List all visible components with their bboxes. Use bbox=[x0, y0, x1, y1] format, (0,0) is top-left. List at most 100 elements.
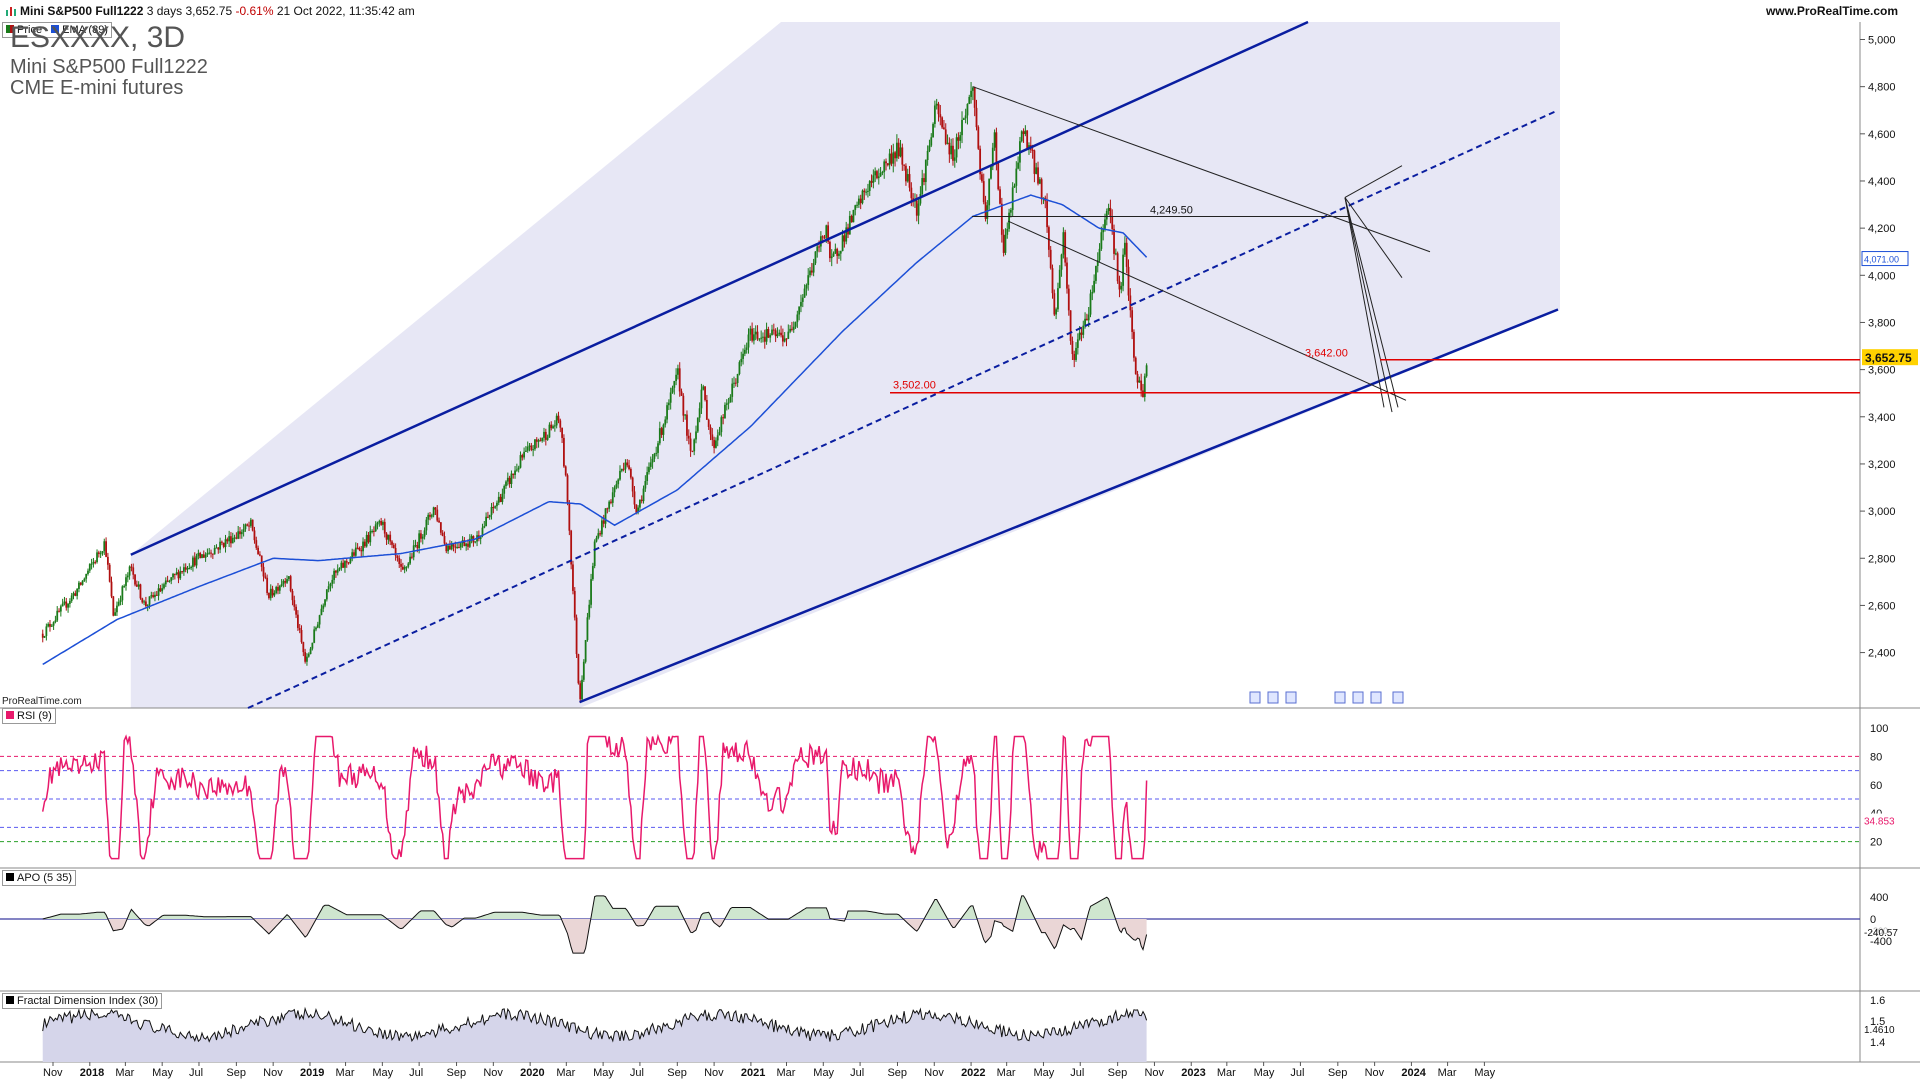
candle-body bbox=[1096, 260, 1099, 267]
candle-body bbox=[1046, 201, 1048, 228]
candle-body bbox=[986, 205, 989, 219]
candle-body bbox=[546, 437, 549, 440]
candle-body bbox=[867, 190, 869, 192]
candle-body bbox=[716, 435, 719, 441]
candle-body bbox=[161, 588, 164, 592]
candle-body bbox=[307, 654, 310, 657]
rsi-legend: RSI (9) bbox=[2, 708, 56, 724]
candle-body bbox=[888, 153, 891, 166]
instrument-subtitle: Mini S&P500 Full1222 bbox=[10, 56, 208, 78]
candle-body bbox=[291, 590, 294, 601]
candle-body bbox=[617, 479, 620, 485]
rsi-legend-label: RSI (9) bbox=[17, 710, 52, 722]
candle-body bbox=[269, 588, 272, 599]
candle-body bbox=[981, 174, 983, 182]
candle-body bbox=[1026, 130, 1029, 149]
candle-body bbox=[154, 594, 156, 598]
event-marker-icon bbox=[1370, 691, 1382, 704]
candle-body bbox=[622, 468, 625, 470]
fdi-swatch bbox=[6, 996, 14, 1004]
candle-body bbox=[456, 546, 459, 548]
fdi-axis-label: 1.5 bbox=[1870, 1016, 1885, 1028]
candle-body bbox=[501, 493, 504, 502]
fan-line-3 bbox=[1344, 197, 1393, 413]
candle-body bbox=[105, 541, 107, 557]
candle-body bbox=[1114, 253, 1117, 255]
candle-body bbox=[613, 487, 616, 493]
candle-body bbox=[125, 577, 127, 586]
candle-body bbox=[653, 453, 656, 459]
candle-body bbox=[179, 571, 182, 579]
candle-body bbox=[1133, 331, 1135, 358]
candle-body bbox=[673, 381, 676, 388]
candle-body bbox=[890, 153, 893, 164]
candle-body bbox=[897, 142, 900, 157]
candle-body bbox=[834, 248, 837, 254]
candle-body bbox=[382, 521, 384, 525]
candle-body bbox=[213, 548, 216, 555]
candle-body bbox=[1078, 332, 1081, 340]
candle-body bbox=[441, 532, 444, 537]
candle-body bbox=[97, 552, 100, 554]
candle-body bbox=[810, 270, 813, 273]
period: 3 days bbox=[146, 4, 183, 18]
candle-body bbox=[530, 445, 533, 450]
candle-body bbox=[396, 555, 399, 559]
time-tick-label: 2024 bbox=[1401, 1067, 1426, 1079]
ema-swatch bbox=[51, 25, 60, 33]
candle-body bbox=[257, 547, 259, 555]
candle-body bbox=[121, 586, 124, 601]
candle-body bbox=[409, 556, 411, 564]
site-url[interactable]: www.ProRealTime.com bbox=[1765, 4, 1898, 18]
candle-body bbox=[964, 115, 967, 119]
candle-body bbox=[112, 596, 115, 616]
candle-body bbox=[854, 205, 857, 210]
candle-body bbox=[333, 570, 335, 580]
candle-body bbox=[872, 175, 875, 183]
rsi-axis-label: 20 bbox=[1870, 837, 1882, 849]
candle-body bbox=[220, 541, 223, 543]
candle-body bbox=[805, 284, 808, 289]
apo-value-label: -240.57 bbox=[1864, 928, 1898, 939]
candle-body bbox=[785, 338, 788, 340]
candle-body bbox=[416, 545, 419, 549]
candle-body bbox=[452, 544, 455, 547]
apo-legend: APO (5 35) bbox=[2, 870, 77, 886]
candle-body bbox=[88, 564, 91, 571]
candle-body bbox=[667, 402, 670, 406]
fdi-legend: Fractal Dimension Index (30) bbox=[2, 993, 163, 1009]
candle-body bbox=[705, 399, 708, 420]
candle-body bbox=[318, 615, 321, 625]
candle-body bbox=[830, 256, 833, 259]
candle-body bbox=[201, 554, 203, 559]
candle-body bbox=[1093, 280, 1096, 292]
candle-body bbox=[1145, 365, 1148, 377]
candle-body bbox=[499, 496, 502, 502]
candle-body bbox=[135, 584, 138, 587]
candle-body bbox=[895, 142, 898, 159]
candle-body bbox=[494, 506, 497, 508]
candle-body bbox=[857, 198, 860, 205]
candle-body bbox=[108, 564, 111, 582]
candle-body bbox=[137, 584, 140, 587]
candle-body bbox=[519, 455, 522, 468]
price-tick-label: 3,000 bbox=[1868, 506, 1896, 518]
candle-body bbox=[548, 424, 551, 438]
candle-body bbox=[606, 508, 609, 510]
apo-positive-fill bbox=[42, 895, 1147, 919]
candle-body bbox=[1080, 332, 1083, 335]
candle-body bbox=[365, 534, 368, 547]
candle-body bbox=[488, 514, 491, 518]
candle-body bbox=[56, 610, 59, 621]
candle-body bbox=[794, 322, 797, 327]
candle-body bbox=[829, 241, 831, 259]
candle-body bbox=[753, 334, 755, 341]
candle-body bbox=[1033, 150, 1036, 174]
candle-body bbox=[791, 328, 793, 330]
candle-body bbox=[523, 451, 525, 458]
candle-body bbox=[745, 347, 748, 350]
candle-body bbox=[293, 600, 296, 607]
candle-body bbox=[557, 415, 560, 421]
candle-body bbox=[722, 417, 725, 419]
